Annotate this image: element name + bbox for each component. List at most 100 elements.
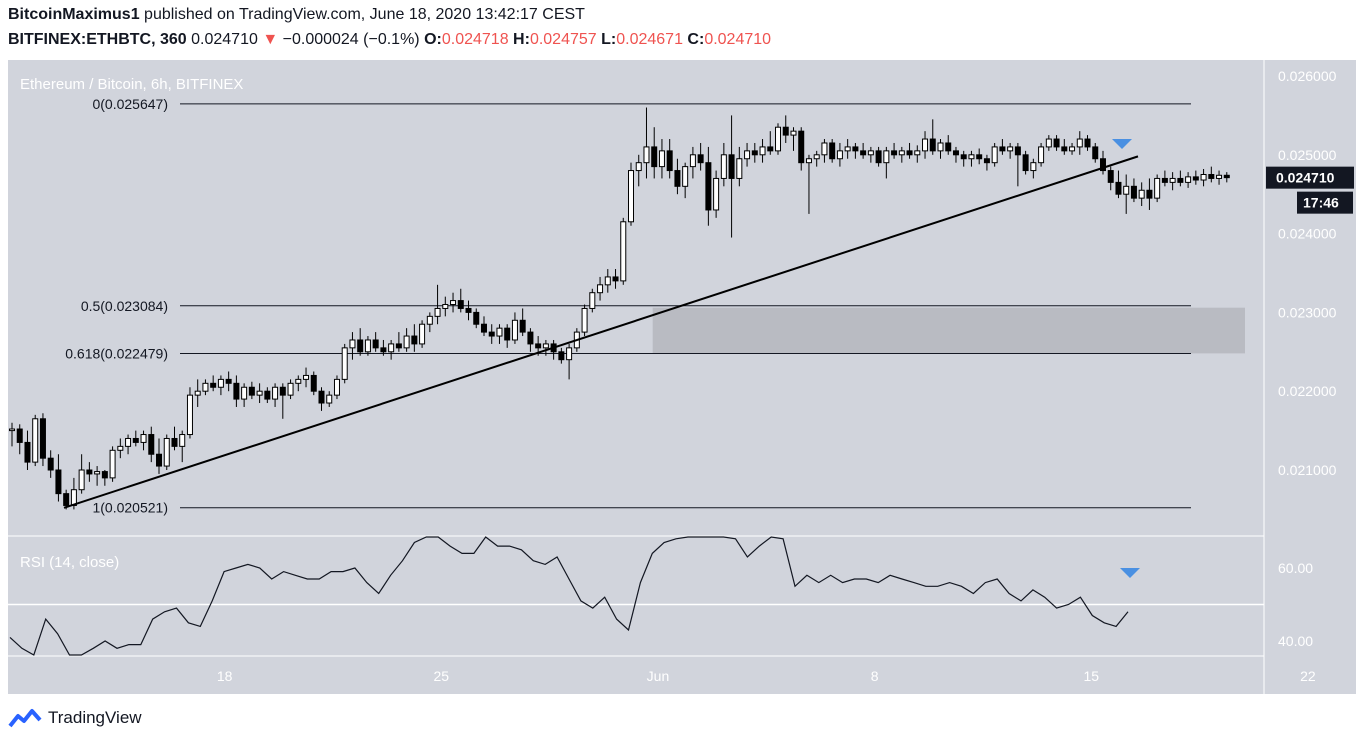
candle[interactable]: [109, 446, 116, 482]
candle[interactable]: [272, 383, 279, 407]
candle[interactable]: [1022, 150, 1029, 175]
candle[interactable]: [991, 142, 998, 167]
candle[interactable]: [728, 115, 735, 238]
candle[interactable]: [140, 430, 147, 451]
candle[interactable]: [434, 284, 441, 325]
candle[interactable]: [867, 146, 874, 163]
candle[interactable]: [1084, 135, 1091, 151]
candle[interactable]: [1223, 172, 1230, 183]
candle[interactable]: [411, 324, 418, 352]
candle[interactable]: [94, 466, 101, 486]
candle[interactable]: [1038, 142, 1045, 167]
candle[interactable]: [1014, 142, 1021, 187]
candle[interactable]: [287, 379, 294, 400]
candle[interactable]: [1061, 139, 1068, 155]
candle[interactable]: [202, 379, 209, 396]
candle[interactable]: [388, 339, 395, 360]
candle[interactable]: [620, 217, 627, 285]
candle[interactable]: [1069, 142, 1076, 155]
candle[interactable]: [891, 142, 898, 159]
candle[interactable]: [790, 127, 797, 151]
candle[interactable]: [194, 379, 201, 407]
candle[interactable]: [372, 332, 379, 352]
candle[interactable]: [558, 347, 565, 364]
candle[interactable]: [1030, 158, 1037, 179]
candle[interactable]: [217, 375, 224, 396]
candle[interactable]: [875, 146, 882, 167]
candle[interactable]: [945, 135, 952, 155]
ascending-trendline[interactable]: [63, 155, 1139, 509]
candle[interactable]: [720, 142, 727, 187]
candle[interactable]: [542, 339, 549, 356]
candle[interactable]: [156, 438, 163, 474]
candle[interactable]: [674, 158, 681, 195]
candle[interactable]: [1053, 135, 1060, 151]
candle[interactable]: [186, 387, 193, 439]
candle[interactable]: [171, 426, 178, 451]
candle[interactable]: [233, 375, 240, 407]
candle[interactable]: [581, 304, 588, 337]
candle[interactable]: [210, 375, 217, 392]
candle[interactable]: [805, 154, 812, 214]
candle[interactable]: [658, 139, 665, 179]
candle[interactable]: [357, 328, 364, 356]
candle[interactable]: [86, 462, 93, 482]
candle[interactable]: [488, 324, 495, 344]
candle[interactable]: [666, 139, 673, 179]
candle[interactable]: [744, 142, 751, 167]
candle[interactable]: [179, 430, 186, 463]
support-zone[interactable]: [652, 307, 1245, 354]
candle[interactable]: [983, 154, 990, 171]
candle[interactable]: [1138, 182, 1145, 207]
candle[interactable]: [279, 383, 286, 419]
candle[interactable]: [1216, 170, 1223, 185]
candle[interactable]: [349, 332, 356, 360]
candle[interactable]: [1045, 135, 1052, 151]
candle[interactable]: [519, 308, 526, 337]
candle[interactable]: [225, 371, 232, 392]
candle[interactable]: [852, 142, 859, 159]
candle[interactable]: [589, 288, 596, 313]
candle[interactable]: [929, 119, 936, 155]
candle[interactable]: [310, 371, 317, 396]
candle[interactable]: [937, 139, 944, 159]
candle[interactable]: [9, 422, 15, 447]
candle[interactable]: [844, 139, 851, 159]
candle[interactable]: [566, 343, 573, 380]
candle[interactable]: [775, 123, 782, 155]
candle[interactable]: [511, 312, 518, 344]
candle[interactable]: [798, 127, 805, 171]
candle[interactable]: [527, 328, 534, 352]
candle[interactable]: [960, 150, 967, 167]
candle[interactable]: [457, 288, 464, 313]
candle[interactable]: [705, 146, 712, 226]
candle[interactable]: [1099, 150, 1106, 175]
candle[interactable]: [326, 391, 333, 407]
candle[interactable]: [101, 470, 108, 486]
candle[interactable]: [651, 127, 658, 179]
candle[interactable]: [1200, 168, 1207, 187]
candle[interactable]: [1192, 170, 1199, 185]
candle[interactable]: [480, 316, 487, 337]
candle[interactable]: [713, 170, 720, 218]
candle[interactable]: [751, 142, 758, 163]
candle[interactable]: [333, 375, 340, 400]
candle[interactable]: [264, 387, 271, 404]
candle[interactable]: [125, 434, 132, 455]
candle[interactable]: [504, 324, 511, 348]
price-axis[interactable]: [1264, 60, 1356, 694]
candle[interactable]: [821, 139, 828, 163]
candle[interactable]: [689, 146, 696, 179]
candle[interactable]: [1154, 174, 1161, 203]
candle[interactable]: [1130, 178, 1137, 203]
candle[interactable]: [16, 424, 23, 455]
candle[interactable]: [364, 336, 371, 356]
candle[interactable]: [341, 343, 348, 384]
candle[interactable]: [1177, 170, 1184, 187]
candle[interactable]: [303, 367, 310, 388]
candle[interactable]: [767, 131, 774, 155]
candle[interactable]: [55, 454, 62, 502]
candle[interactable]: [1146, 178, 1153, 210]
candle[interactable]: [403, 328, 410, 352]
candle[interactable]: [1123, 174, 1130, 214]
